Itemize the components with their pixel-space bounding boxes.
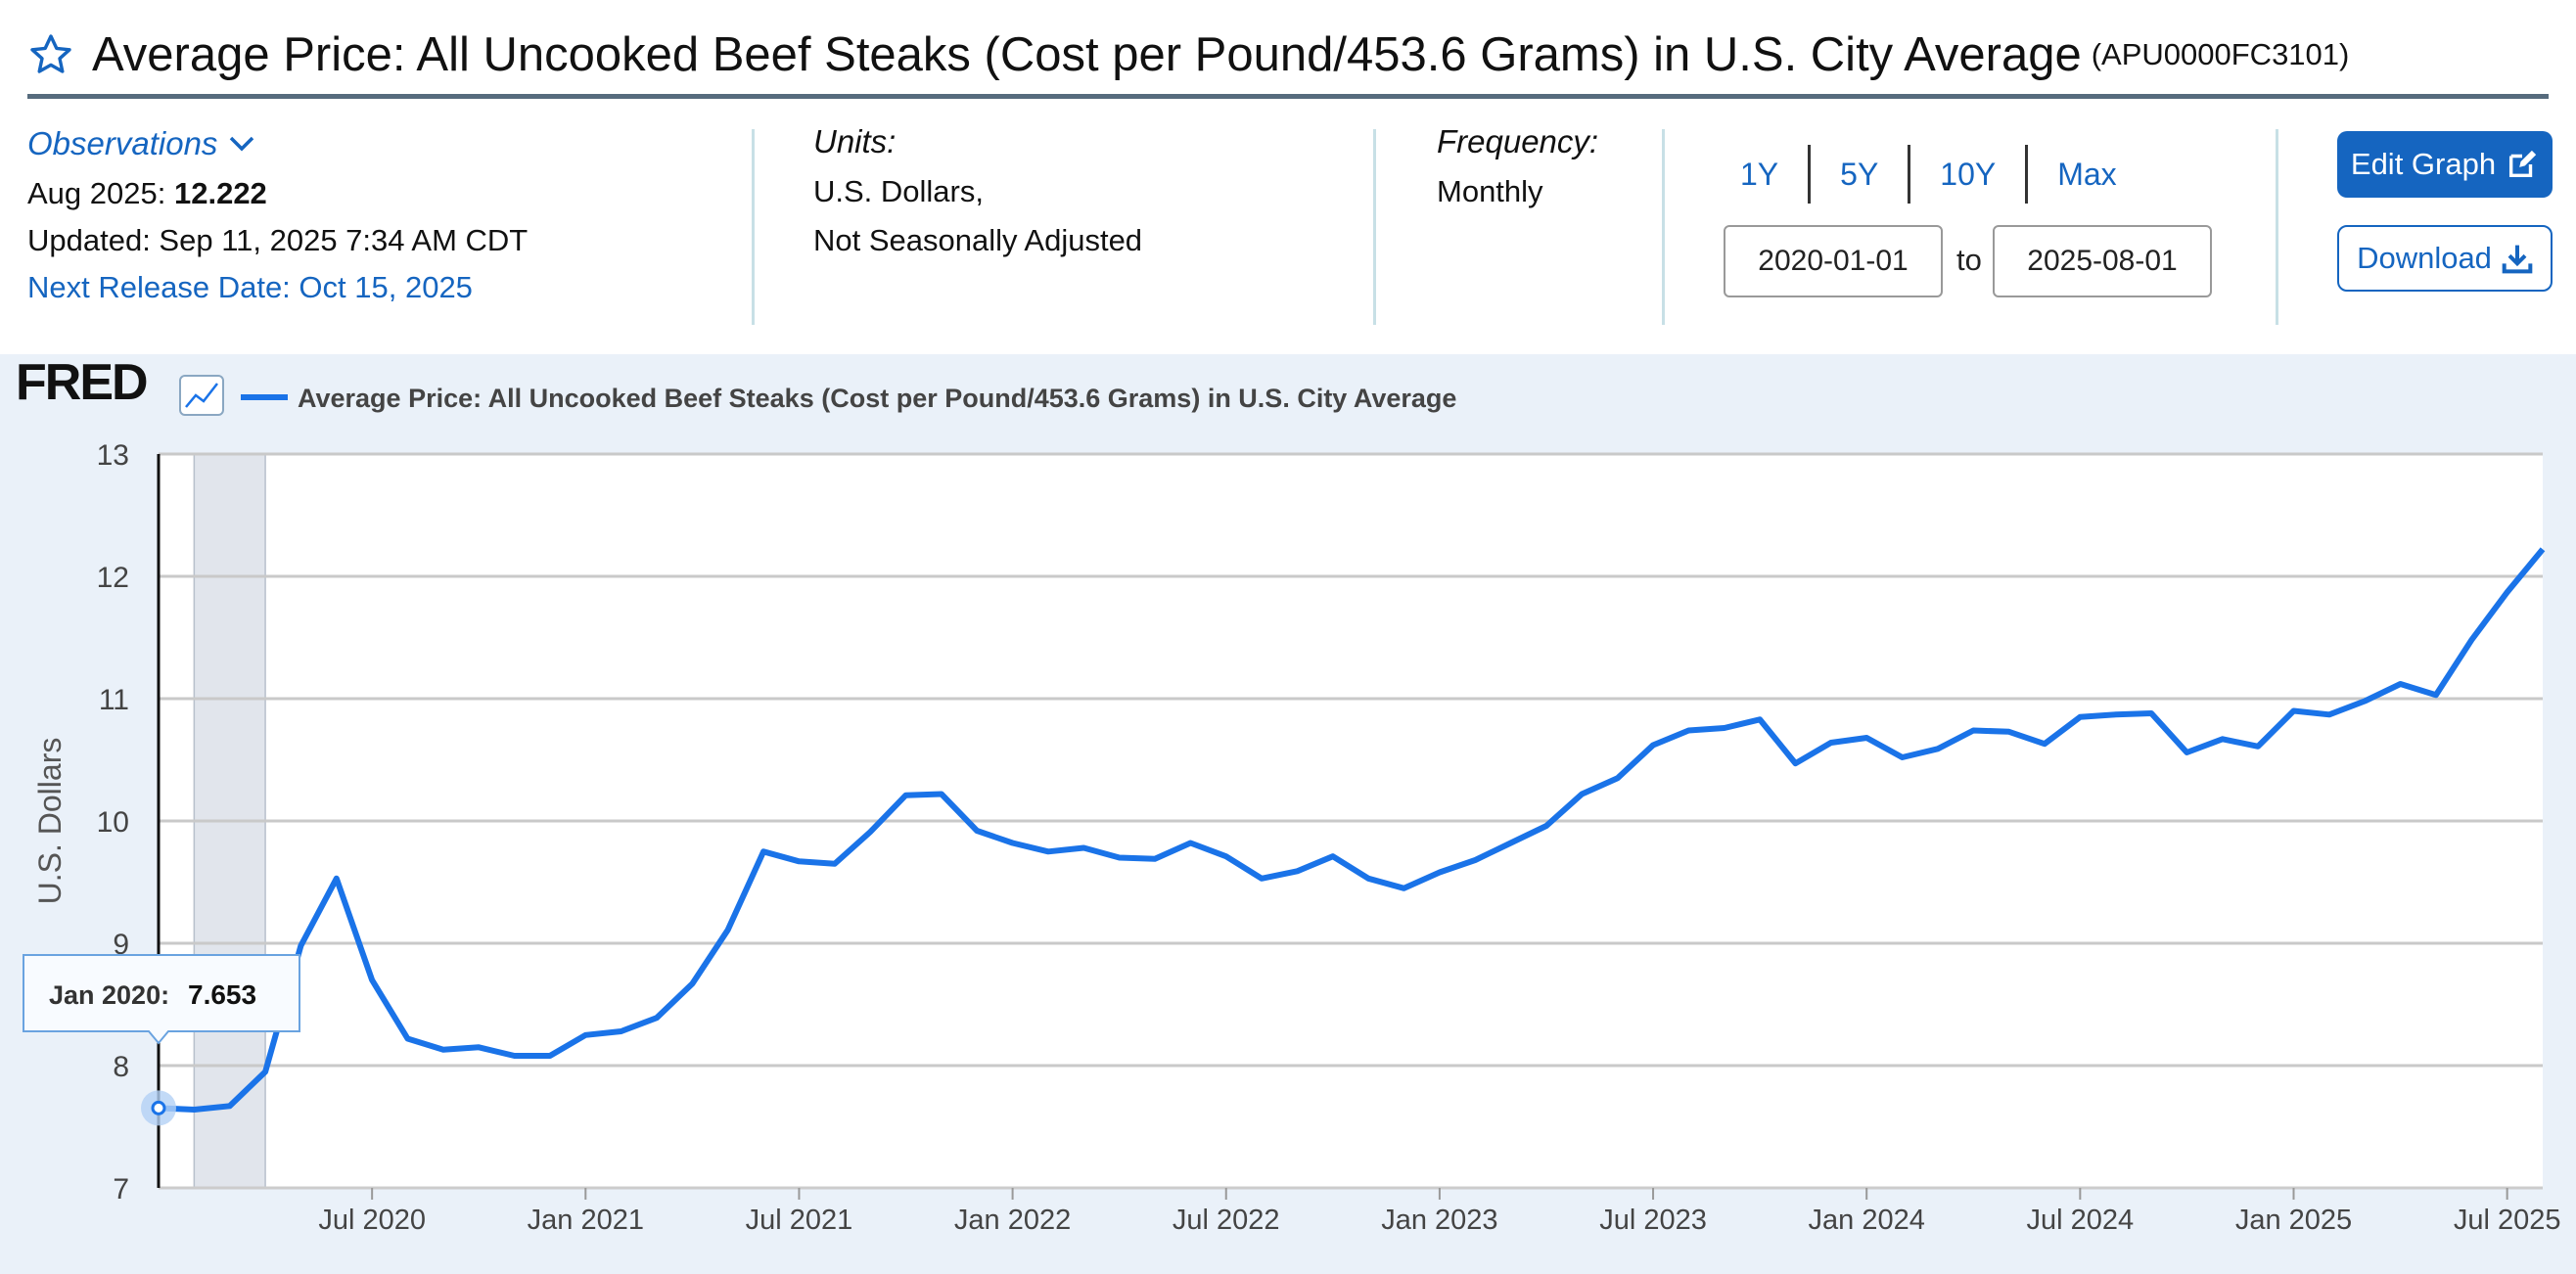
x-tick-label: Jan 2024	[1809, 1205, 1925, 1236]
edit-graph-label: Edit Graph	[2350, 147, 2497, 181]
download-button[interactable]: Download	[2337, 225, 2553, 292]
y-tick-label: 8	[113, 1051, 129, 1083]
to-label: to	[1956, 243, 1982, 277]
download-icon	[2502, 245, 2533, 274]
download-label: Download	[2357, 241, 2492, 275]
column-divider	[1373, 129, 1376, 325]
y-tick-label: 12	[97, 562, 129, 594]
y-axis-title: U.S. Dollars	[32, 738, 68, 905]
units-line-1: U.S. Dollars,	[813, 174, 984, 208]
page-title: Average Price: All Uncooked Beef Steaks …	[92, 28, 2082, 81]
y-tick-label: 9	[113, 929, 129, 961]
updated-text: Updated: Sep 11, 2025 7:34 AM CDT	[27, 223, 529, 257]
x-tick-label: Jan 2021	[528, 1205, 644, 1236]
range-1y-button[interactable]: 1Y	[1711, 145, 1812, 204]
observations-link[interactable]: Observations	[27, 125, 218, 161]
units-label: Units:	[813, 123, 897, 159]
range-10y-button[interactable]: 10Y	[1910, 145, 2029, 204]
x-tick-label: Jul 2023	[1599, 1205, 1707, 1236]
fred-logo-text: FRED	[16, 354, 147, 411]
observations-column: Observations Aug 2025: 12.222 Updated: S…	[27, 125, 528, 305]
hover-point	[151, 1100, 166, 1115]
x-tick-label: Jan 2025	[2235, 1205, 2352, 1236]
x-tick-label: Jul 2021	[746, 1205, 853, 1236]
latest-observation-value: 12.222	[173, 176, 267, 210]
info-row: Observations Aug 2025: 12.222 Updated: S…	[27, 115, 2553, 341]
y-tick-label: 11	[99, 684, 129, 716]
edit-graph-button[interactable]: Edit Graph	[2337, 131, 2553, 198]
title-bar: Average Price: All Uncooked Beef Steaks …	[27, 16, 2553, 94]
graph-thumbnail-icon	[179, 375, 224, 416]
start-date-input[interactable]: 2020-01-01	[1724, 225, 1943, 297]
x-tick-label: Jan 2023	[1381, 1205, 1497, 1236]
tooltip-date: Jan 2020:	[49, 980, 169, 1010]
column-divider	[2276, 129, 2278, 325]
observations-dropdown[interactable]: Observations	[27, 125, 528, 162]
range-5y-button[interactable]: 5Y	[1811, 145, 1911, 204]
column-divider	[1662, 129, 1665, 325]
series-line[interactable]	[158, 547, 2546, 1113]
x-tick-label: Jul 2025	[2454, 1205, 2561, 1236]
line-chart[interactable]: FRED Average Price: All Uncooked Beef St…	[0, 354, 2576, 1274]
range-buttons: 1Y 5Y 10Y Max	[1711, 145, 2146, 204]
star-icon[interactable]	[27, 31, 74, 78]
chevron-down-icon	[230, 136, 254, 152]
range-max-button[interactable]: Max	[2057, 157, 2117, 192]
end-date-input[interactable]: 2025-08-01	[1993, 225, 2212, 297]
graph-thumbnail-line	[185, 383, 218, 408]
x-tick-label: Jul 2022	[1173, 1205, 1280, 1236]
edit-icon	[2509, 150, 2537, 178]
tooltip-value: 7.653	[188, 979, 256, 1010]
series-id: (APU0000FC3101)	[2091, 37, 2350, 71]
x-tick-label: Jan 2022	[954, 1205, 1071, 1236]
x-tick-label: Jul 2020	[318, 1205, 426, 1236]
units-column: Units: U.S. Dollars, Not Seasonally Adju…	[813, 123, 1142, 258]
units-line-2: Not Seasonally Adjusted	[813, 223, 1143, 257]
latest-observation-date: Aug 2025:	[27, 176, 166, 210]
y-tick-label: 13	[97, 439, 129, 472]
latest-observation: Aug 2025: 12.222	[27, 176, 528, 211]
y-tick-label: 7	[113, 1173, 129, 1206]
y-tick-label: 10	[97, 806, 129, 839]
legend-label: Average Price: All Uncooked Beef Steaks …	[298, 384, 1456, 413]
fred-logo[interactable]: FRED	[16, 354, 224, 416]
frequency-column: Frequency: Monthly	[1437, 123, 1598, 209]
frequency-label: Frequency:	[1437, 123, 1599, 159]
column-divider	[752, 129, 755, 325]
tooltip: Jan 2020: 7.653	[23, 954, 300, 1126]
tooltip-box	[23, 954, 300, 1045]
chart-panel: FRED Average Price: All Uncooked Beef St…	[0, 354, 2576, 1274]
frequency-value: Monthly	[1437, 174, 1543, 208]
x-tick-label: Jul 2024	[2027, 1205, 2135, 1236]
title-divider	[27, 94, 2549, 99]
next-release-link[interactable]: Next Release Date: Oct 15, 2025	[27, 270, 473, 304]
